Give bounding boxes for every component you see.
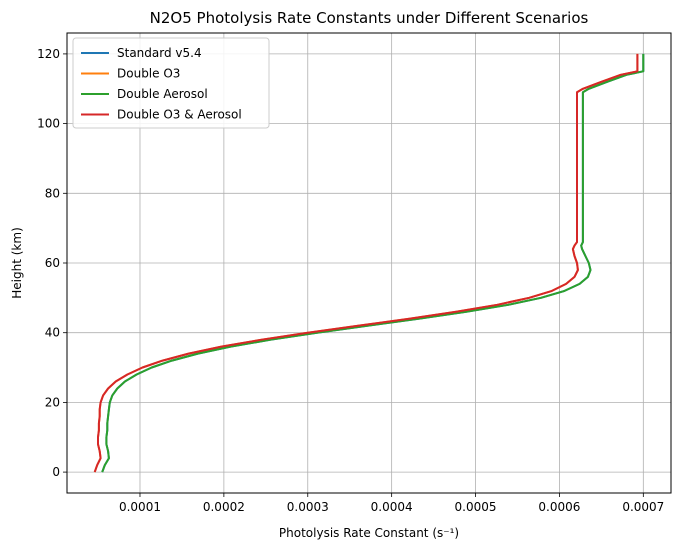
- series-line-double-aerosol: [101, 53, 645, 473]
- grid: [67, 33, 671, 493]
- y-tick-label: 60: [45, 256, 60, 270]
- x-tick-label: 0.0001: [119, 500, 161, 514]
- chart-title: N2O5 Photolysis Rate Constants under Dif…: [150, 9, 589, 27]
- y-tick-label: 80: [45, 186, 60, 200]
- x-axis-label: Photolysis Rate Constant (s⁻¹): [279, 526, 459, 540]
- x-axis-ticks: 0.0001 0.0002 0.0003 0.0004 0.0005 0.0006 0.00…: [119, 493, 664, 514]
- x-tick-label: 0.0003: [287, 500, 329, 514]
- x-tick-label: 0.0007: [622, 500, 664, 514]
- x-tick-label: 0.0006: [538, 500, 580, 514]
- y-axis-ticks: 0 20 40 60 80 100 120: [37, 47, 67, 479]
- y-tick-label: 0: [52, 465, 60, 479]
- x-tick-label: 0.0004: [371, 500, 413, 514]
- legend-box: [72, 37, 270, 129]
- y-tick-label: 20: [45, 395, 60, 409]
- y-tick-label: 120: [37, 47, 60, 61]
- legend-label-double-o3: Double O3: [117, 67, 180, 81]
- y-axis-label: Height (km): [10, 227, 24, 298]
- y-tick-label: 40: [45, 326, 60, 340]
- y-tick-label: 100: [37, 117, 60, 131]
- legend-label-double-o3-aerosol: Double O3 & Aerosol: [117, 108, 242, 122]
- legend-label-standard-v5-4: Standard v5.4: [117, 46, 202, 60]
- x-tick-label: 0.0005: [455, 500, 497, 514]
- series-lines: [93, 53, 645, 473]
- legend: Standard v5.4 Double O3 Double Aerosol Doub…: [72, 37, 270, 129]
- series-line-double-o3-aerosol: [93, 53, 639, 473]
- x-tick-label: 0.0002: [203, 500, 245, 514]
- legend-label-double-aerosol: Double Aerosol: [117, 87, 208, 101]
